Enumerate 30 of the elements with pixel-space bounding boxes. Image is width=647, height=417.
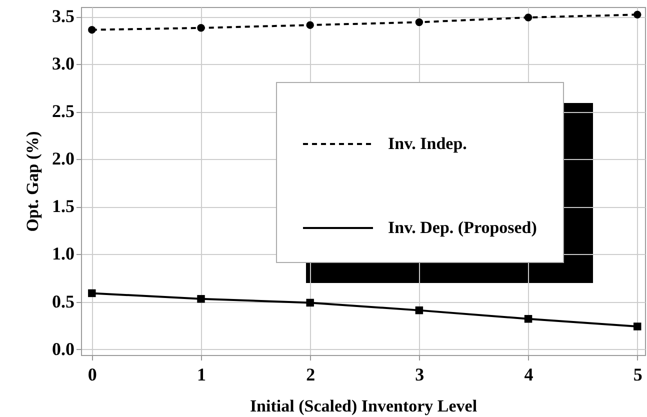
point bbox=[524, 14, 532, 22]
point bbox=[197, 24, 205, 32]
point bbox=[415, 306, 424, 314]
y-tick-label: 1.0 bbox=[52, 244, 74, 264]
point bbox=[197, 295, 205, 303]
y-axis-title: Opt. Gap (%) bbox=[23, 131, 42, 232]
y-tick-label: 0.5 bbox=[52, 291, 74, 312]
point bbox=[524, 314, 532, 323]
x-tick-label: 0 bbox=[88, 364, 97, 384]
point bbox=[306, 298, 314, 307]
point bbox=[88, 289, 96, 298]
legend-label: Inv. Indep. bbox=[388, 134, 467, 153]
y-tick-label: 3.0 bbox=[52, 54, 74, 74]
y-tick-label: 3.5 bbox=[52, 6, 74, 26]
x-tick-label: 3 bbox=[415, 364, 424, 384]
x-tick-label: 2 bbox=[306, 364, 316, 384]
x-axis-title: Initial (Scaled) Inventory Level bbox=[250, 396, 478, 416]
y-tick-label: 0.0 bbox=[52, 338, 74, 359]
point bbox=[633, 10, 642, 18]
point bbox=[633, 322, 642, 330]
point bbox=[306, 21, 314, 29]
point bbox=[88, 26, 96, 34]
x-tick-label: 4 bbox=[524, 364, 534, 384]
x-tick-label: 5 bbox=[633, 364, 642, 384]
y-tick-label: 2.0 bbox=[52, 148, 74, 169]
point bbox=[415, 18, 424, 26]
x-tick-label: 1 bbox=[197, 364, 206, 384]
y-tick-label: 2.5 bbox=[52, 101, 74, 122]
y-tick-label: 1.5 bbox=[52, 196, 74, 216]
legend-label: Inv. Dep. (Proposed) bbox=[388, 218, 537, 237]
